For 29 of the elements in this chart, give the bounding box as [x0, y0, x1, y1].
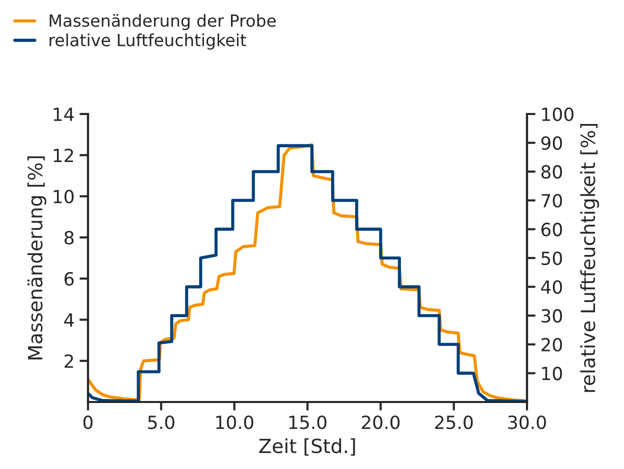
- legend-label: relative Luftfeuchtigkeit: [50, 33, 246, 50]
- x-tick-label: 5.0: [148, 416, 174, 430]
- y2-tick-label: 40: [541, 280, 562, 294]
- y2-tick-label: 10: [542, 366, 562, 380]
- y-tick-label: 6: [64, 272, 74, 286]
- y-tick-label: 4: [64, 313, 74, 327]
- y2-tick-label: 30: [542, 309, 562, 323]
- x-tick-label: 20.0: [362, 416, 400, 430]
- x-tick-label: 10.0: [216, 416, 254, 430]
- x-axis-title: Zeit [Std.]: [259, 438, 355, 456]
- y2-tick-label: 80: [541, 165, 562, 179]
- y-tick-label: 14: [54, 108, 74, 121]
- y2-tick-label: 60: [541, 222, 562, 236]
- y2-tick-label: 20: [542, 338, 562, 352]
- y2-tick-label: 90: [541, 136, 562, 150]
- x-tick-label: 25.0: [435, 416, 473, 430]
- y-tick-label: 8: [64, 230, 74, 245]
- y-tick-label: 12: [54, 148, 73, 162]
- x-tick-label: 30.0: [508, 416, 546, 430]
- y-tick-label: 10: [54, 190, 74, 204]
- x-tick-label: 0: [83, 416, 93, 430]
- y2-axis-title: relative Luftfeuchtigkeit [%]: [580, 124, 600, 392]
- y2-tick-label: 100: [542, 107, 574, 122]
- y2-tick-label: 50: [542, 251, 562, 266]
- y-tick-label: 2: [64, 354, 73, 368]
- y-axis-title: Massenänderung [%]: [27, 156, 46, 360]
- x-tick-label: 15.0: [289, 416, 326, 430]
- y2-tick-label: 70: [542, 194, 562, 208]
- legend-label: Massenänderung der Probe: [50, 14, 276, 30]
